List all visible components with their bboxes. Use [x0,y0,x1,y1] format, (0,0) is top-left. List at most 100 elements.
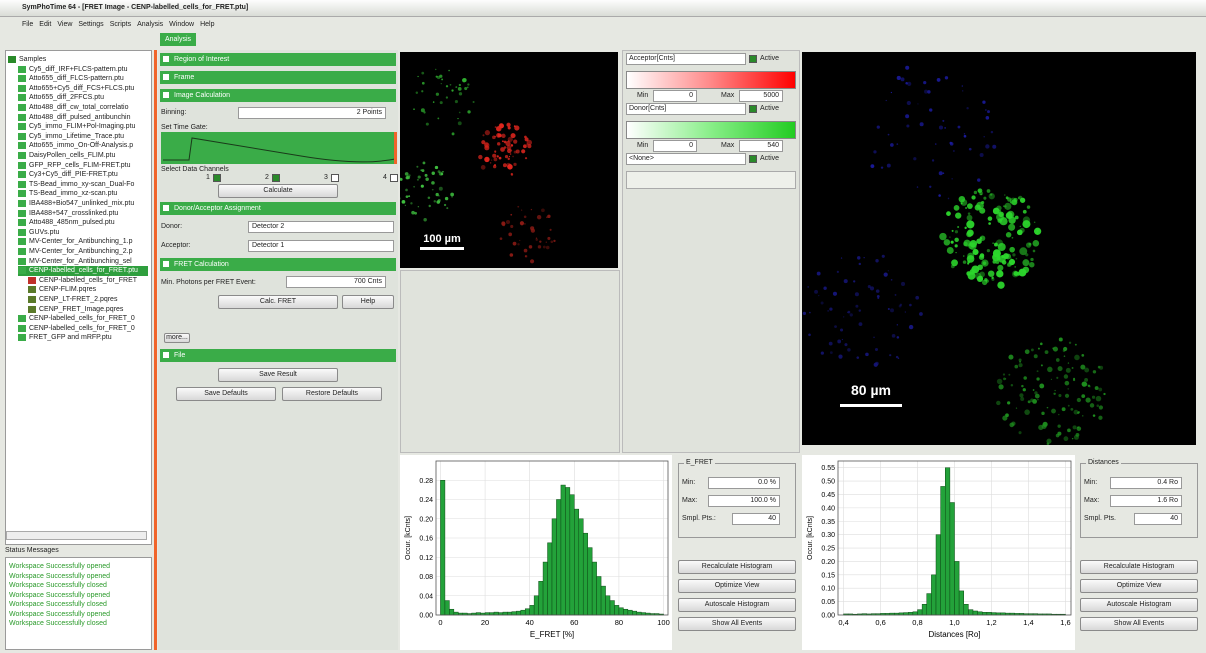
button[interactable]: Autoscale Histogram [678,598,796,612]
tree-item[interactable]: GFP_RFP_cells_FLIM-FRET.ptu [18,161,148,171]
button[interactable]: Calc. FRET [218,295,338,309]
field[interactable]: 1.6 Ro [1110,495,1182,507]
max-field[interactable]: 540 [739,140,783,152]
tree-child[interactable]: CENP_FRET_Image.pqres [28,305,148,315]
checkbox[interactable] [749,105,757,113]
cell-spot [988,222,991,225]
section-header[interactable]: Image Calculation [160,89,396,102]
button[interactable]: Recalculate Histogram [678,560,796,574]
channel-dropdown[interactable]: Donor[Cnts] [626,103,746,115]
section-header[interactable]: Region of Interest [160,53,396,66]
tab[interactable]: Analysis [160,33,196,46]
button[interactable]: Autoscale Histogram [1080,598,1198,612]
tree-item[interactable]: Cy3+Cy5_diff_PIE-FRET.ptu [18,170,148,180]
button[interactable]: Optimize View [678,579,796,593]
y-tick-label: 0.04 [419,593,433,600]
menu-item[interactable]: Scripts [109,21,132,28]
dropdown[interactable]: Detector 2 [248,221,394,233]
scrollbar[interactable] [6,531,147,540]
tree-item[interactable]: TS-Bead_immo_xy-scan_Dual-Fo [18,180,148,190]
tree-item[interactable]: CENP-labelled_cells_for_FRET_0 [18,314,148,324]
bar [529,605,535,616]
section-header[interactable]: Donor/Acceptor Assignment [160,202,396,215]
cell-spot [1007,261,1013,267]
section-header[interactable]: Frame [160,71,396,84]
tree-item-selected[interactable]: CENP-labelled_cells_for_FRET.ptu [18,266,148,276]
cell-spot [1024,349,1030,355]
field[interactable]: 0.0 % [708,477,780,489]
checkbox[interactable] [331,174,339,182]
cell-spot [550,240,554,244]
tree-item[interactable]: Atto488_485nm_pulsed.ptu [18,218,148,228]
tree-root[interactable]: Samples [8,55,148,65]
menu-item[interactable]: File [22,21,34,28]
tree-item[interactable]: IBA488+Bio547_unlinked_mix.ptu [18,199,148,209]
button[interactable]: Save Result [218,368,338,382]
tree-item[interactable]: IBA488+547_crosslinked.ptu [18,209,148,219]
button[interactable]: more... [164,333,190,343]
checkbox[interactable] [213,174,221,182]
cell-spot [425,122,429,126]
menu-item[interactable]: Edit [39,21,52,28]
tree-item[interactable]: TS-Bead_immo_xz-scan.ptu [18,189,148,199]
cell-spot [1029,261,1035,268]
tree-item[interactable]: CENP-labelled_cells_for_FRET_0 [18,324,148,334]
tree-item[interactable]: DaisyPollen_cells_FLIM.ptu [18,151,148,161]
button[interactable]: Show All Events [678,617,796,631]
button[interactable]: Help [342,295,394,309]
button[interactable]: Calculate [218,184,338,198]
field[interactable]: 2 Points [238,107,386,119]
tree-child[interactable]: CENP-FLIM.pqres [28,285,148,295]
tree-item[interactable]: Atto488_diff_pulsed_antibunchin [18,113,148,123]
section-header[interactable]: File [160,349,396,362]
cell-spot [509,253,514,257]
tree-item[interactable]: FRET_GFP and mRFP.ptu [18,333,148,343]
tree-item[interactable]: MV-Center_for_Antibunching_sel [18,257,148,267]
tree-item[interactable]: Atto655+Cy5_diff_FCS+FLCS.ptu [18,84,148,94]
button[interactable]: Save Defaults [176,387,276,401]
field[interactable]: 40 [1134,513,1182,525]
button[interactable]: Restore Defaults [282,387,382,401]
tree-item[interactable]: Cy5_immo_FLIM+Pol-Imaging.ptu [18,122,148,132]
menu-item[interactable]: Window [169,21,195,28]
tree-item[interactable]: Atto488_diff_cw_total_correlatio [18,103,148,113]
tree-item[interactable]: Atto655_immo_On-Off-Analysis.p [18,141,148,151]
tree-item[interactable]: Cy5_immo_Lifetime_Trace.ptu [18,132,148,142]
menu-item[interactable]: View [57,21,73,28]
tree-item[interactable]: MV-Center_for_Antibunching_1.p [18,237,148,247]
tree-child[interactable]: CENP-labelled_cells_for_FRET [28,276,148,286]
menu-item[interactable]: Settings [78,21,104,28]
tree-item[interactable]: GUVs.ptu [18,228,148,238]
button[interactable]: Optimize View [1080,579,1198,593]
max-field[interactable]: 5000 [739,90,783,102]
min-field[interactable]: 0 [653,90,697,102]
checkbox[interactable] [749,55,757,63]
cell-spot [413,108,415,110]
menu-item[interactable]: Analysis [137,21,164,28]
checkbox[interactable] [749,155,757,163]
tree-child[interactable]: CENP_LT-FRET_2.pqres [28,295,148,305]
menu-item[interactable]: Help [200,21,215,28]
section-header[interactable]: FRET Calculation [160,258,396,271]
min-field[interactable]: 0 [653,140,697,152]
time-gate-plot[interactable] [161,132,397,164]
field[interactable]: 0.4 Ro [1110,477,1182,489]
checkbox[interactable] [390,174,398,182]
tree-item[interactable]: Atto655_diff_FLCS-pattern.ptu [18,74,148,84]
channel-dropdown[interactable]: Acceptor[Cnts] [626,53,746,65]
dropdown[interactable]: Detector 1 [248,240,394,252]
channel-dropdown[interactable]: <None> [626,153,746,165]
bar [440,480,446,616]
checkbox[interactable] [272,174,280,182]
tree-item[interactable]: MV-Center_for_Antibunching_2.p [18,247,148,257]
cell-spot [1085,397,1091,403]
tree-item[interactable]: Cy5_diff_IRF+FLCS-pattern.ptu [18,65,148,75]
field[interactable]: 100.0 % [708,495,780,507]
scale-label: 100 µm [423,233,461,245]
button[interactable]: Recalculate Histogram [1080,560,1198,574]
field[interactable]: 700 Cnts [286,276,386,288]
tree-item[interactable]: Atto655_diff_2FFCS.ptu [18,93,148,103]
splitter[interactable] [154,50,157,650]
button[interactable]: Show All Events [1080,617,1198,631]
field[interactable]: 40 [732,513,780,525]
